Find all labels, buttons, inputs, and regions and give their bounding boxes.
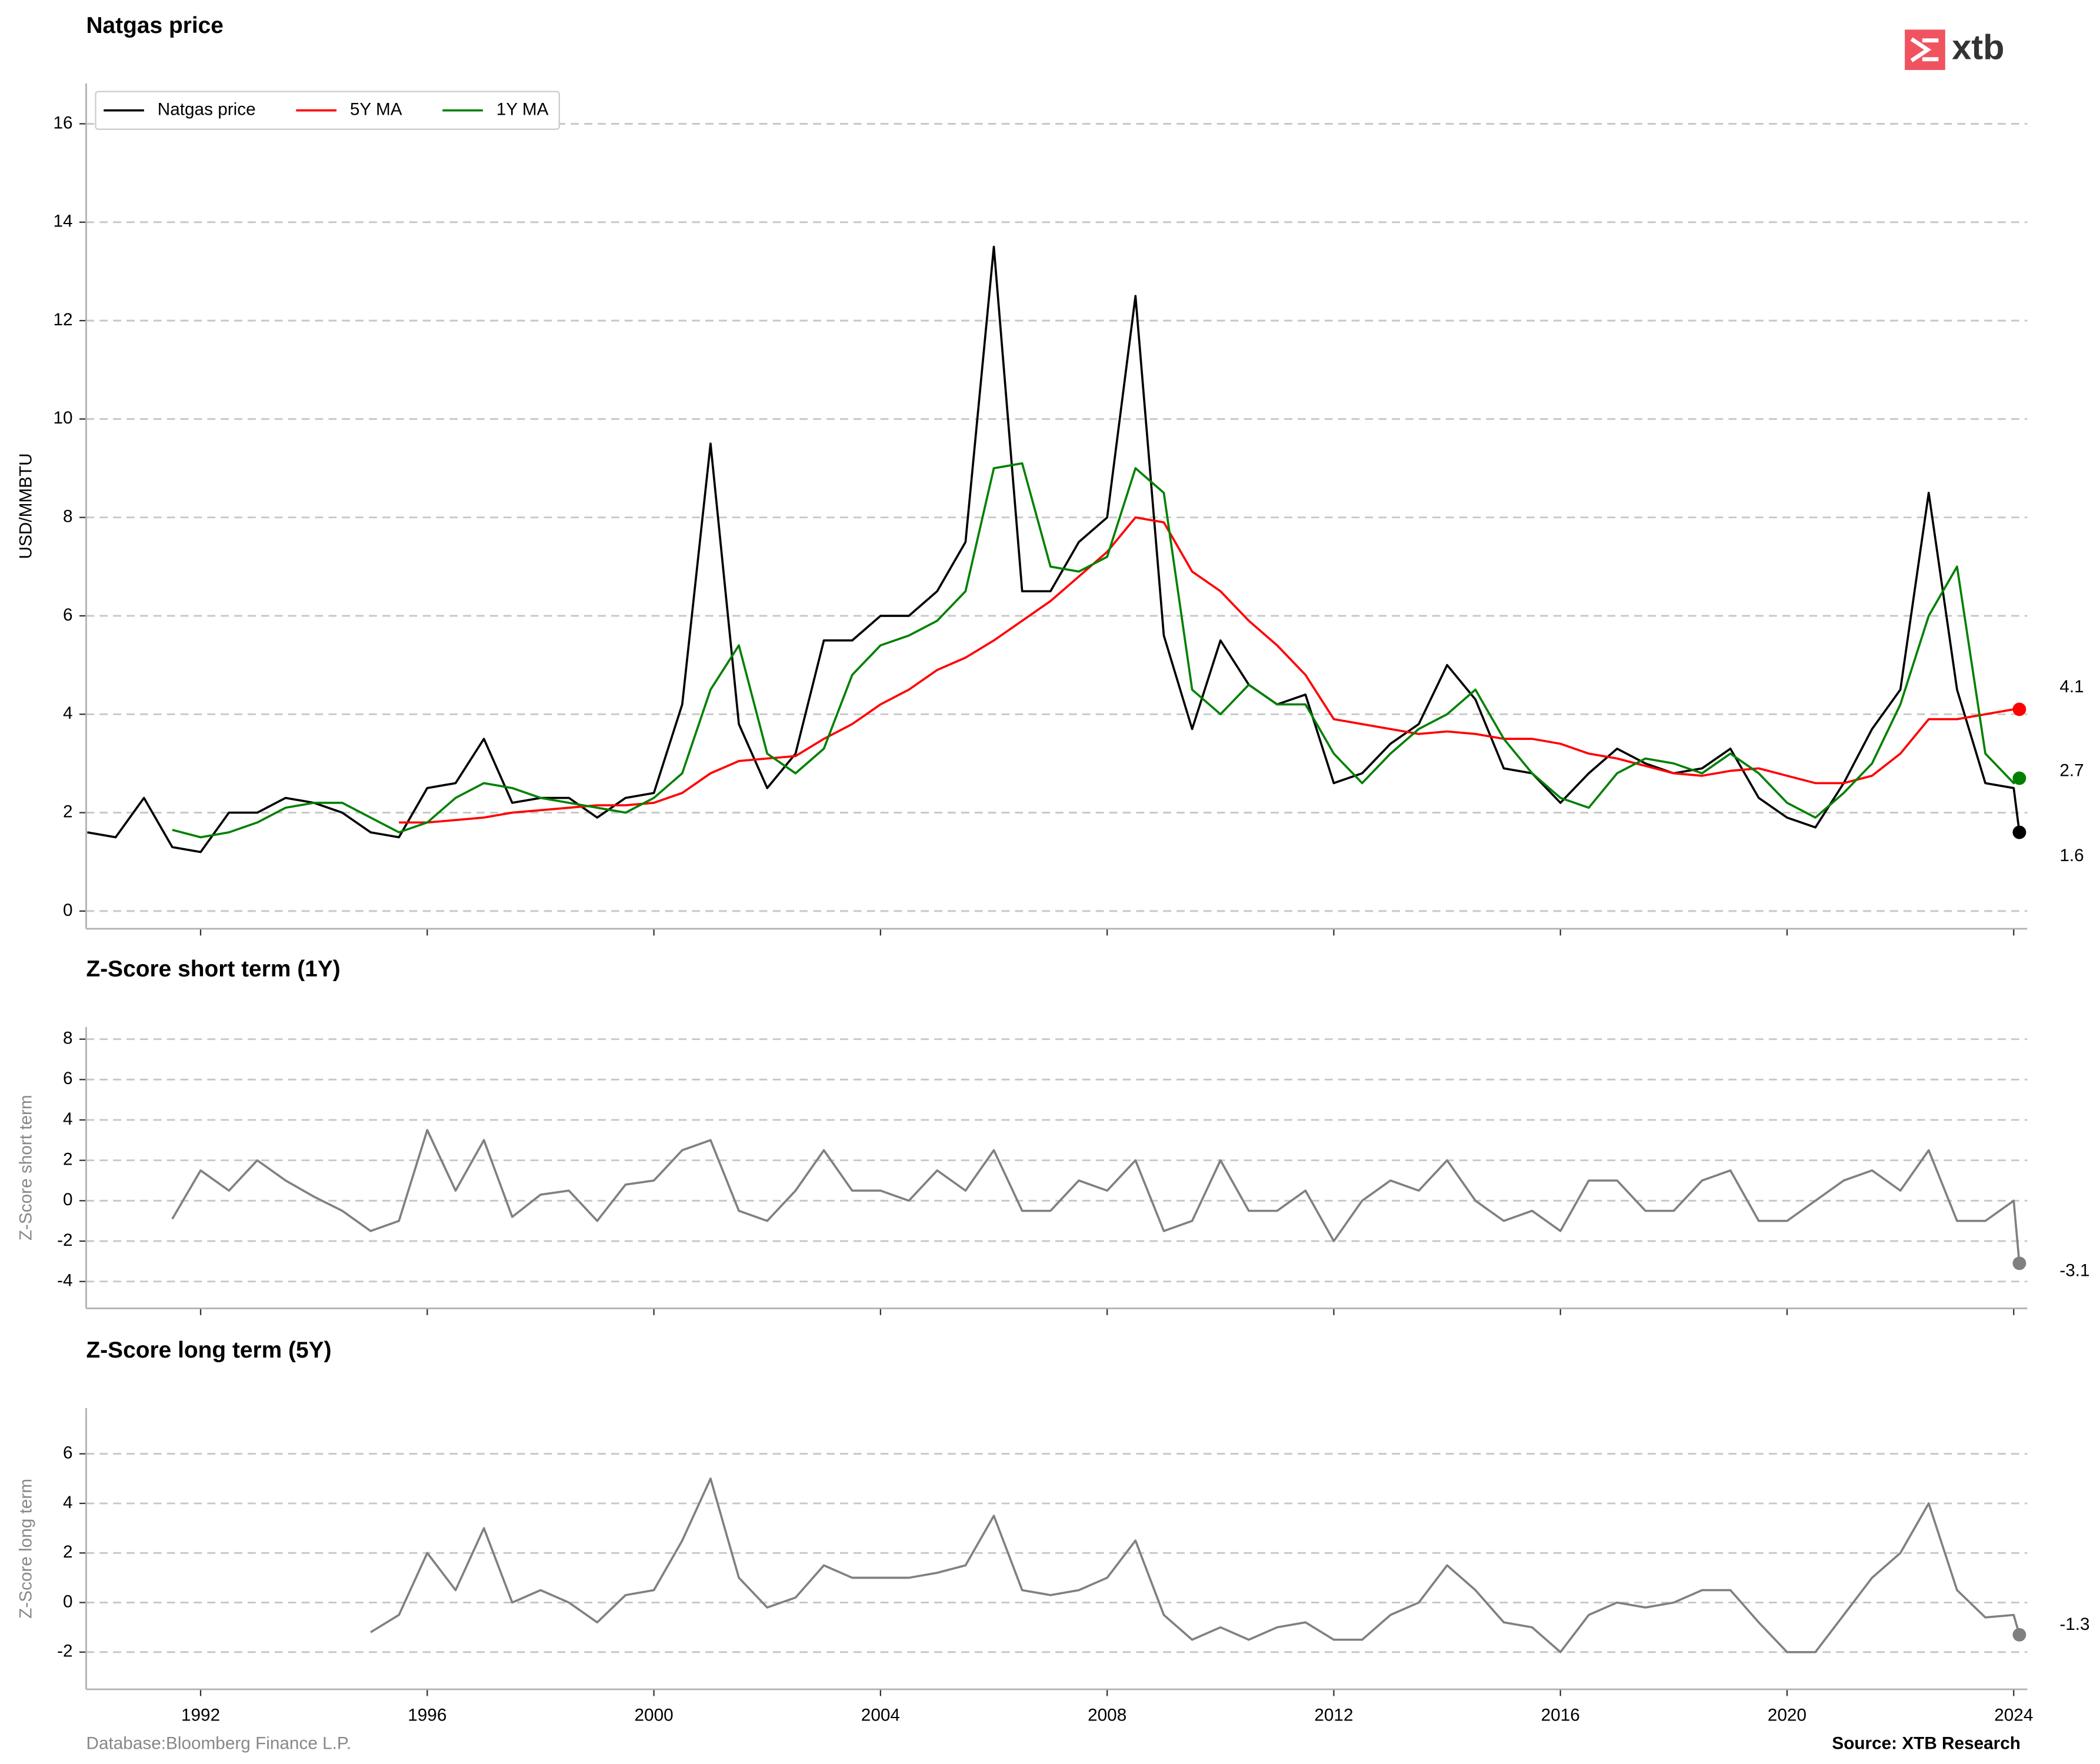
footer-left: Database:Bloomberg Finance L.P.	[86, 1734, 351, 1753]
y-tick-label: 0	[63, 1592, 73, 1611]
y-axis-label: Z-Score short term	[16, 1095, 36, 1241]
end-label: 1.6	[2059, 846, 2084, 865]
end-point	[2012, 702, 2026, 716]
x-tick-label: 1992	[181, 1706, 220, 1725]
y-tick-label: 10	[54, 408, 73, 428]
logo: xtb	[1905, 27, 2004, 70]
y-tick-label: 4	[63, 1109, 73, 1129]
y-tick-label: 4	[63, 1493, 73, 1512]
x-tick-label: 1996	[408, 1706, 446, 1725]
chart-title: Z-Score long term (5Y)	[86, 1338, 331, 1363]
y-tick-label: 0	[63, 901, 73, 920]
y-tick-label: 2	[63, 1150, 73, 1169]
x-tick-label: 2020	[1768, 1706, 1806, 1725]
series-line	[172, 462, 2021, 839]
legend-label: Natgas price	[158, 100, 256, 119]
y-axis-label: USD/MMBTU	[16, 453, 36, 559]
x-tick-label: 2004	[861, 1706, 900, 1725]
y-tick-label: 16	[54, 113, 73, 132]
y-tick-label: -2	[57, 1231, 72, 1250]
y-tick-label: 12	[54, 310, 73, 329]
logo-text: xtb	[1952, 27, 2004, 66]
x-tick-label: 2008	[1088, 1706, 1126, 1725]
chart-title: Z-Score short term (1Y)	[86, 956, 340, 982]
end-label: -1.3	[2059, 1615, 2089, 1634]
series-line	[87, 245, 2021, 853]
y-tick-label: 6	[63, 1443, 73, 1463]
end-point	[2012, 825, 2026, 839]
y-tick-label: 2	[63, 802, 73, 821]
chart-title: Natgas price	[86, 13, 223, 38]
logo-glyph	[1910, 37, 1939, 62]
y-axis-label: Z-Score long term	[16, 1479, 36, 1619]
series-line	[399, 516, 2019, 824]
x-tick-label: 2012	[1314, 1706, 1353, 1725]
y-tick-label: -4	[57, 1271, 72, 1291]
end-label: -3.1	[2059, 1261, 2089, 1280]
y-tick-label: -2	[57, 1642, 72, 1661]
end-point	[2012, 1628, 2026, 1642]
legend: Natgas price 5Y MA 1Y MA	[95, 91, 560, 130]
x-tick-label: 2016	[1541, 1706, 1580, 1725]
y-tick-label: 4	[63, 703, 73, 723]
y-tick-label: 0	[63, 1190, 73, 1209]
legend-label: 1Y MA	[496, 100, 549, 119]
end-point	[2012, 771, 2026, 785]
y-tick-label: 2	[63, 1542, 73, 1562]
x-tick-label: 2000	[635, 1706, 674, 1725]
y-tick-label: 14	[54, 212, 73, 231]
end-point	[2012, 1256, 2026, 1271]
y-tick-label: 6	[63, 1069, 73, 1088]
y-tick-label: 6	[63, 605, 73, 625]
y-tick-label: 8	[63, 507, 73, 526]
end-label: 2.7	[2059, 761, 2084, 780]
series-line	[171, 1129, 2021, 1263]
y-tick-label: 8	[63, 1029, 73, 1048]
footer-right: Source: XTB Research	[1832, 1734, 2021, 1753]
series-line	[370, 1477, 2021, 1653]
x-tick-label: 2024	[1994, 1706, 2033, 1725]
end-label: 4.1	[2059, 677, 2084, 696]
legend-label: 5Y MA	[350, 100, 402, 119]
